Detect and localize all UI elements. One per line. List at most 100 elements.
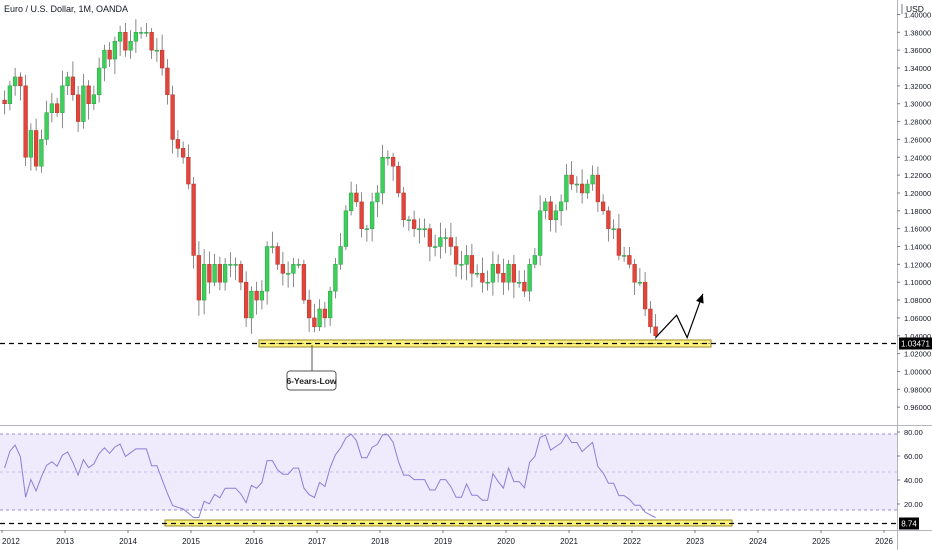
candle[interactable] [375,185,380,218]
candle[interactable] [490,251,496,296]
candle[interactable] [537,195,543,266]
candle[interactable] [54,97,60,117]
candle[interactable] [390,152,396,181]
candle[interactable] [144,23,149,38]
candle[interactable] [312,303,317,333]
candle[interactable] [60,70,65,129]
candle[interactable] [249,286,254,334]
candle[interactable] [207,251,212,294]
candle[interactable] [91,85,97,111]
candle[interactable] [159,34,165,76]
candle[interactable] [12,67,18,96]
rsi-axis[interactable]: 80.00 60.00 40.00 20.00 [897,428,923,509]
candle[interactable] [590,165,595,191]
candle[interactable] [532,247,538,269]
candle[interactable] [96,57,102,103]
candle[interactable] [44,100,49,145]
candle[interactable] [343,205,349,251]
candle[interactable] [254,281,259,315]
candle[interactable] [448,222,454,256]
projection-path[interactable] [655,293,704,340]
candle[interactable] [637,268,643,287]
candle[interactable] [364,224,370,242]
candle[interactable] [238,260,244,291]
candle[interactable] [522,270,527,297]
candle[interactable] [149,28,154,59]
candle[interactable] [369,192,375,242]
candle[interactable] [585,179,590,199]
candle[interactable] [506,260,511,291]
candle[interactable] [338,233,343,270]
candle[interactable] [432,234,438,257]
candle[interactable] [595,166,601,212]
rsi-support-zone[interactable] [164,519,733,527]
candle[interactable] [291,257,296,288]
candle[interactable] [49,93,55,123]
candle[interactable] [348,181,354,216]
candle[interactable] [469,243,475,288]
candle[interactable] [270,231,275,254]
candle[interactable] [301,259,307,304]
candle[interactable] [165,58,170,105]
candle[interactable] [175,130,181,158]
candle[interactable] [527,258,532,302]
candle[interactable] [7,80,13,111]
candle[interactable] [70,61,76,101]
candle[interactable] [75,85,81,133]
candle[interactable] [322,301,328,328]
candle[interactable] [333,257,338,299]
candle[interactable] [648,301,653,334]
candle[interactable] [354,184,359,207]
candle[interactable] [569,161,574,190]
candle[interactable] [138,27,144,39]
candle[interactable] [2,90,7,115]
candle[interactable] [558,194,564,226]
candle[interactable] [264,241,270,305]
candle[interactable] [642,271,648,317]
candle[interactable] [217,256,223,291]
candle[interactable] [327,286,333,326]
candle[interactable] [275,242,280,270]
candle[interactable] [280,251,286,286]
candle[interactable] [123,22,128,57]
candle[interactable] [438,222,443,259]
candle[interactable] [102,44,107,82]
rsi-line[interactable] [4,433,656,518]
candle[interactable] [28,123,34,171]
candle[interactable] [427,223,433,262]
candle[interactable] [285,261,291,288]
candle[interactable] [385,150,391,166]
candle[interactable] [186,144,191,190]
main-pane[interactable] [0,0,897,425]
candle[interactable] [133,19,139,53]
candle[interactable] [23,74,28,166]
candle[interactable] [222,258,228,291]
candle[interactable] [553,204,559,233]
candle[interactable] [464,245,469,281]
price-axis[interactable]: 1.40000 1.38000 1.36000 1.34000 1.32000 1.300… [897,10,931,412]
candle[interactable] [128,30,133,59]
candle[interactable] [511,254,517,299]
time-axis[interactable]: 2012 2013 2014 2015 2016 2017 2018 2019 2020 2021… [1,530,893,546]
candle[interactable] [306,289,312,332]
candle[interactable] [474,264,480,278]
candle[interactable] [564,164,569,211]
candle[interactable] [579,169,585,204]
callout-box[interactable] [286,370,337,391]
candle[interactable] [107,42,112,68]
candle[interactable] [616,213,622,261]
candle[interactable] [611,219,616,240]
candle[interactable] [259,280,265,310]
candle[interactable] [543,197,548,220]
candle[interactable] [606,206,611,242]
candle[interactable] [495,254,501,283]
candle[interactable] [480,257,485,293]
candle[interactable] [296,258,301,269]
candle[interactable] [396,161,401,198]
candle[interactable] [411,210,417,237]
candle[interactable] [243,271,249,327]
candle[interactable] [212,253,217,287]
candle[interactable] [117,25,123,56]
candle[interactable] [65,71,70,95]
candle[interactable] [422,218,427,238]
